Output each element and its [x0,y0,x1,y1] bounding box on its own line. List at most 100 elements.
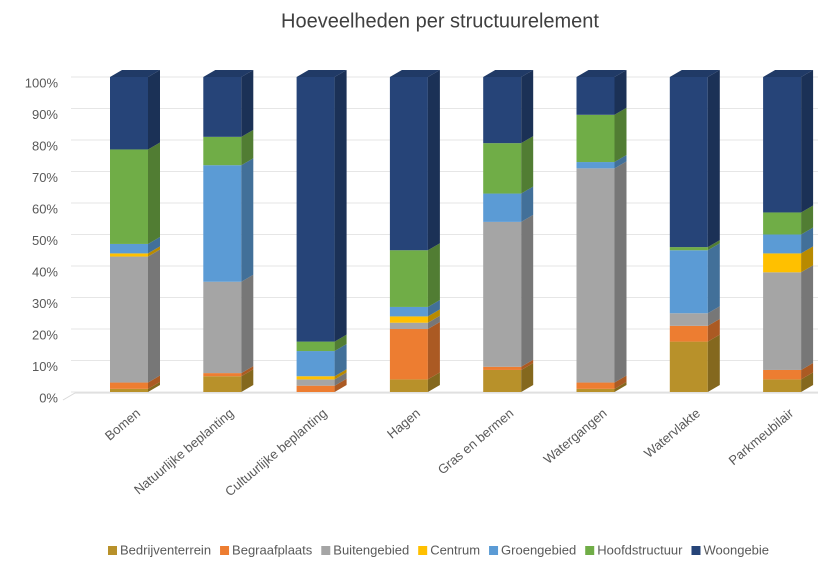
bar-segment [203,77,242,137]
legend-label: Bedrijventerrein [120,542,211,557]
bar-side [148,381,160,392]
bar-segment [483,366,522,370]
bar-side [241,274,254,374]
legend-label: Centrum [430,542,480,557]
bar-segment [203,136,242,166]
bar-segment [763,379,802,392]
bar-side [427,322,440,380]
legend-label: Hoofdstructuur [597,542,683,557]
bar-side [241,369,254,392]
bar-top [110,70,160,77]
bar-segment [389,250,428,307]
bar-segment [203,281,242,374]
bar-top [296,70,347,77]
bar-segment [576,114,615,163]
legend-swatch [489,546,499,555]
x-tick-label: Cultuurlijke beplanting [222,405,330,499]
bar-segment [576,77,615,115]
bar-side [801,265,814,370]
bar-side [241,366,254,377]
y-tick-label: 10% [32,359,58,374]
legend-swatch [691,546,701,555]
bar-side [801,362,814,380]
bar-segment [576,382,615,389]
bar-segment [389,306,428,317]
y-tick-label: 0% [39,390,58,405]
bar-side [801,205,814,235]
y-tick-label: 100% [25,75,59,90]
bar-segment [483,369,522,392]
bar-segment [296,379,335,386]
bar-side [801,246,814,273]
y-tick-label: 90% [32,107,58,122]
bar-side [427,70,440,251]
bar-segment [296,77,335,342]
bar-segment [763,272,802,370]
bar-segment [110,256,148,383]
bar-segment [203,165,242,282]
bar-top [483,70,534,77]
bar-side [427,315,440,329]
bar-side [801,372,814,392]
bar-segment [763,77,802,213]
bar-side [427,243,440,307]
bar-side [427,372,440,392]
legend-label: Woongebie [703,542,769,557]
legend-swatch [108,546,117,555]
bar-segment [296,385,335,392]
bar-segment [576,162,615,169]
bar-segment [389,77,428,251]
bar-side [521,359,534,370]
y-tick-label: 50% [32,233,58,248]
bar-side [334,369,347,380]
bar-side [148,70,160,150]
bar-side [521,362,534,392]
bar-side [521,214,534,367]
bar-segment [110,382,148,389]
bar-side [707,318,720,342]
bar-top [389,70,440,77]
bar-side [241,158,254,282]
legend-label: Groengebied [501,542,576,557]
bar-side [427,309,440,323]
bar-segment [669,247,708,251]
bar-segment [110,388,148,392]
bar-segment [296,341,335,352]
bar-segment [203,376,242,392]
legend-swatch [585,546,595,555]
y-tick-label: 70% [32,170,58,185]
legend-swatch [418,546,428,555]
bar-segment [110,77,148,150]
y-tick-label: 40% [32,264,58,279]
bar-side [148,236,160,254]
bar-segment [110,253,148,257]
bar-segment [296,351,335,377]
y-tick-label: 20% [32,327,58,342]
bar-segment [763,369,802,380]
bar-segment [483,193,522,222]
bar-segment [389,322,428,329]
bar-segment [389,379,428,392]
x-tick-label: Parkmeubilair [726,405,797,468]
y-tick-label: 80% [32,138,58,153]
bar-side [521,136,534,194]
bar-segment [483,143,522,194]
legend-swatch [220,546,230,555]
bar-segment [669,325,708,342]
bar-side [334,334,347,352]
bar-side [521,70,534,144]
bar-segment [669,250,708,314]
x-tick-label: Natuurlijke beplanting [131,405,236,497]
bar-side [707,240,720,251]
bar-side [241,129,254,166]
bar-top [576,70,627,77]
bar-top [669,70,720,77]
y-tick-label: 60% [32,201,58,216]
legend-label: Begraafplaats [232,542,313,557]
bar-top [763,70,814,77]
bar-side [801,227,814,254]
bar-segment [669,341,708,392]
bar-segment [483,77,522,144]
bar-side [614,155,627,169]
bar-segment [296,376,335,380]
